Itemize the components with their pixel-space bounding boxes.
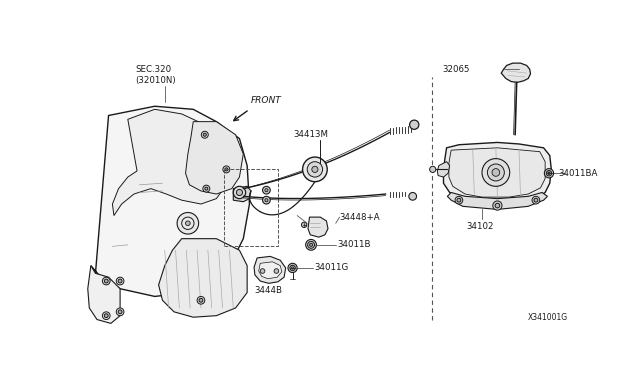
Circle shape	[532, 196, 540, 204]
Circle shape	[223, 166, 230, 173]
Circle shape	[204, 133, 206, 136]
Text: 34011B: 34011B	[337, 240, 371, 249]
Text: 3444B: 3444B	[255, 286, 283, 295]
Polygon shape	[91, 106, 250, 296]
Circle shape	[307, 162, 323, 177]
Text: 32065: 32065	[442, 65, 470, 74]
Circle shape	[482, 158, 509, 186]
Circle shape	[265, 199, 268, 202]
Circle shape	[288, 263, 297, 273]
Polygon shape	[234, 186, 251, 202]
Circle shape	[455, 196, 463, 204]
Text: FRONT: FRONT	[251, 96, 282, 106]
Circle shape	[488, 164, 504, 181]
Circle shape	[495, 203, 500, 208]
Circle shape	[260, 269, 265, 273]
Circle shape	[493, 201, 502, 210]
Polygon shape	[88, 266, 120, 323]
Circle shape	[236, 189, 243, 196]
Circle shape	[262, 196, 270, 204]
Polygon shape	[449, 148, 545, 197]
Polygon shape	[159, 239, 247, 317]
Polygon shape	[254, 256, 285, 283]
Circle shape	[547, 170, 552, 176]
Circle shape	[102, 277, 110, 285]
Circle shape	[303, 157, 327, 182]
Circle shape	[116, 277, 124, 285]
Circle shape	[225, 168, 228, 171]
Text: 34011G: 34011G	[314, 263, 348, 272]
Polygon shape	[113, 109, 232, 216]
Text: 34448+A: 34448+A	[340, 213, 380, 222]
Polygon shape	[447, 192, 547, 209]
Circle shape	[205, 187, 208, 190]
Circle shape	[118, 279, 122, 283]
Circle shape	[104, 314, 108, 318]
Circle shape	[306, 240, 316, 250]
Polygon shape	[259, 262, 282, 279]
Text: SEC.320
(32010N): SEC.320 (32010N)	[136, 65, 176, 85]
Text: X341001G: X341001G	[528, 313, 568, 322]
Circle shape	[203, 185, 210, 192]
Polygon shape	[444, 142, 551, 202]
Circle shape	[548, 172, 550, 174]
Circle shape	[291, 267, 294, 269]
Circle shape	[104, 279, 108, 283]
Circle shape	[492, 169, 500, 176]
Circle shape	[265, 189, 268, 192]
Circle shape	[197, 296, 205, 304]
Polygon shape	[308, 217, 328, 237]
Circle shape	[308, 241, 314, 248]
Circle shape	[534, 198, 538, 202]
Circle shape	[234, 186, 246, 199]
Circle shape	[177, 212, 198, 234]
Circle shape	[429, 166, 436, 173]
Polygon shape	[186, 122, 243, 194]
Text: 34413M: 34413M	[293, 129, 328, 139]
Text: 34102: 34102	[467, 222, 494, 231]
Circle shape	[310, 243, 312, 246]
Circle shape	[116, 308, 124, 316]
Circle shape	[118, 310, 122, 314]
Circle shape	[274, 269, 279, 273]
Circle shape	[457, 198, 461, 202]
Circle shape	[301, 222, 307, 228]
Circle shape	[312, 166, 318, 173]
Circle shape	[202, 131, 208, 138]
Circle shape	[102, 312, 110, 320]
Circle shape	[186, 221, 190, 225]
Circle shape	[199, 298, 203, 302]
Polygon shape	[501, 63, 531, 82]
Circle shape	[545, 169, 554, 178]
Circle shape	[262, 186, 270, 194]
Circle shape	[409, 192, 417, 200]
Polygon shape	[437, 162, 450, 177]
Text: 34011BA: 34011BA	[558, 169, 598, 178]
Circle shape	[410, 120, 419, 129]
Circle shape	[290, 265, 295, 271]
